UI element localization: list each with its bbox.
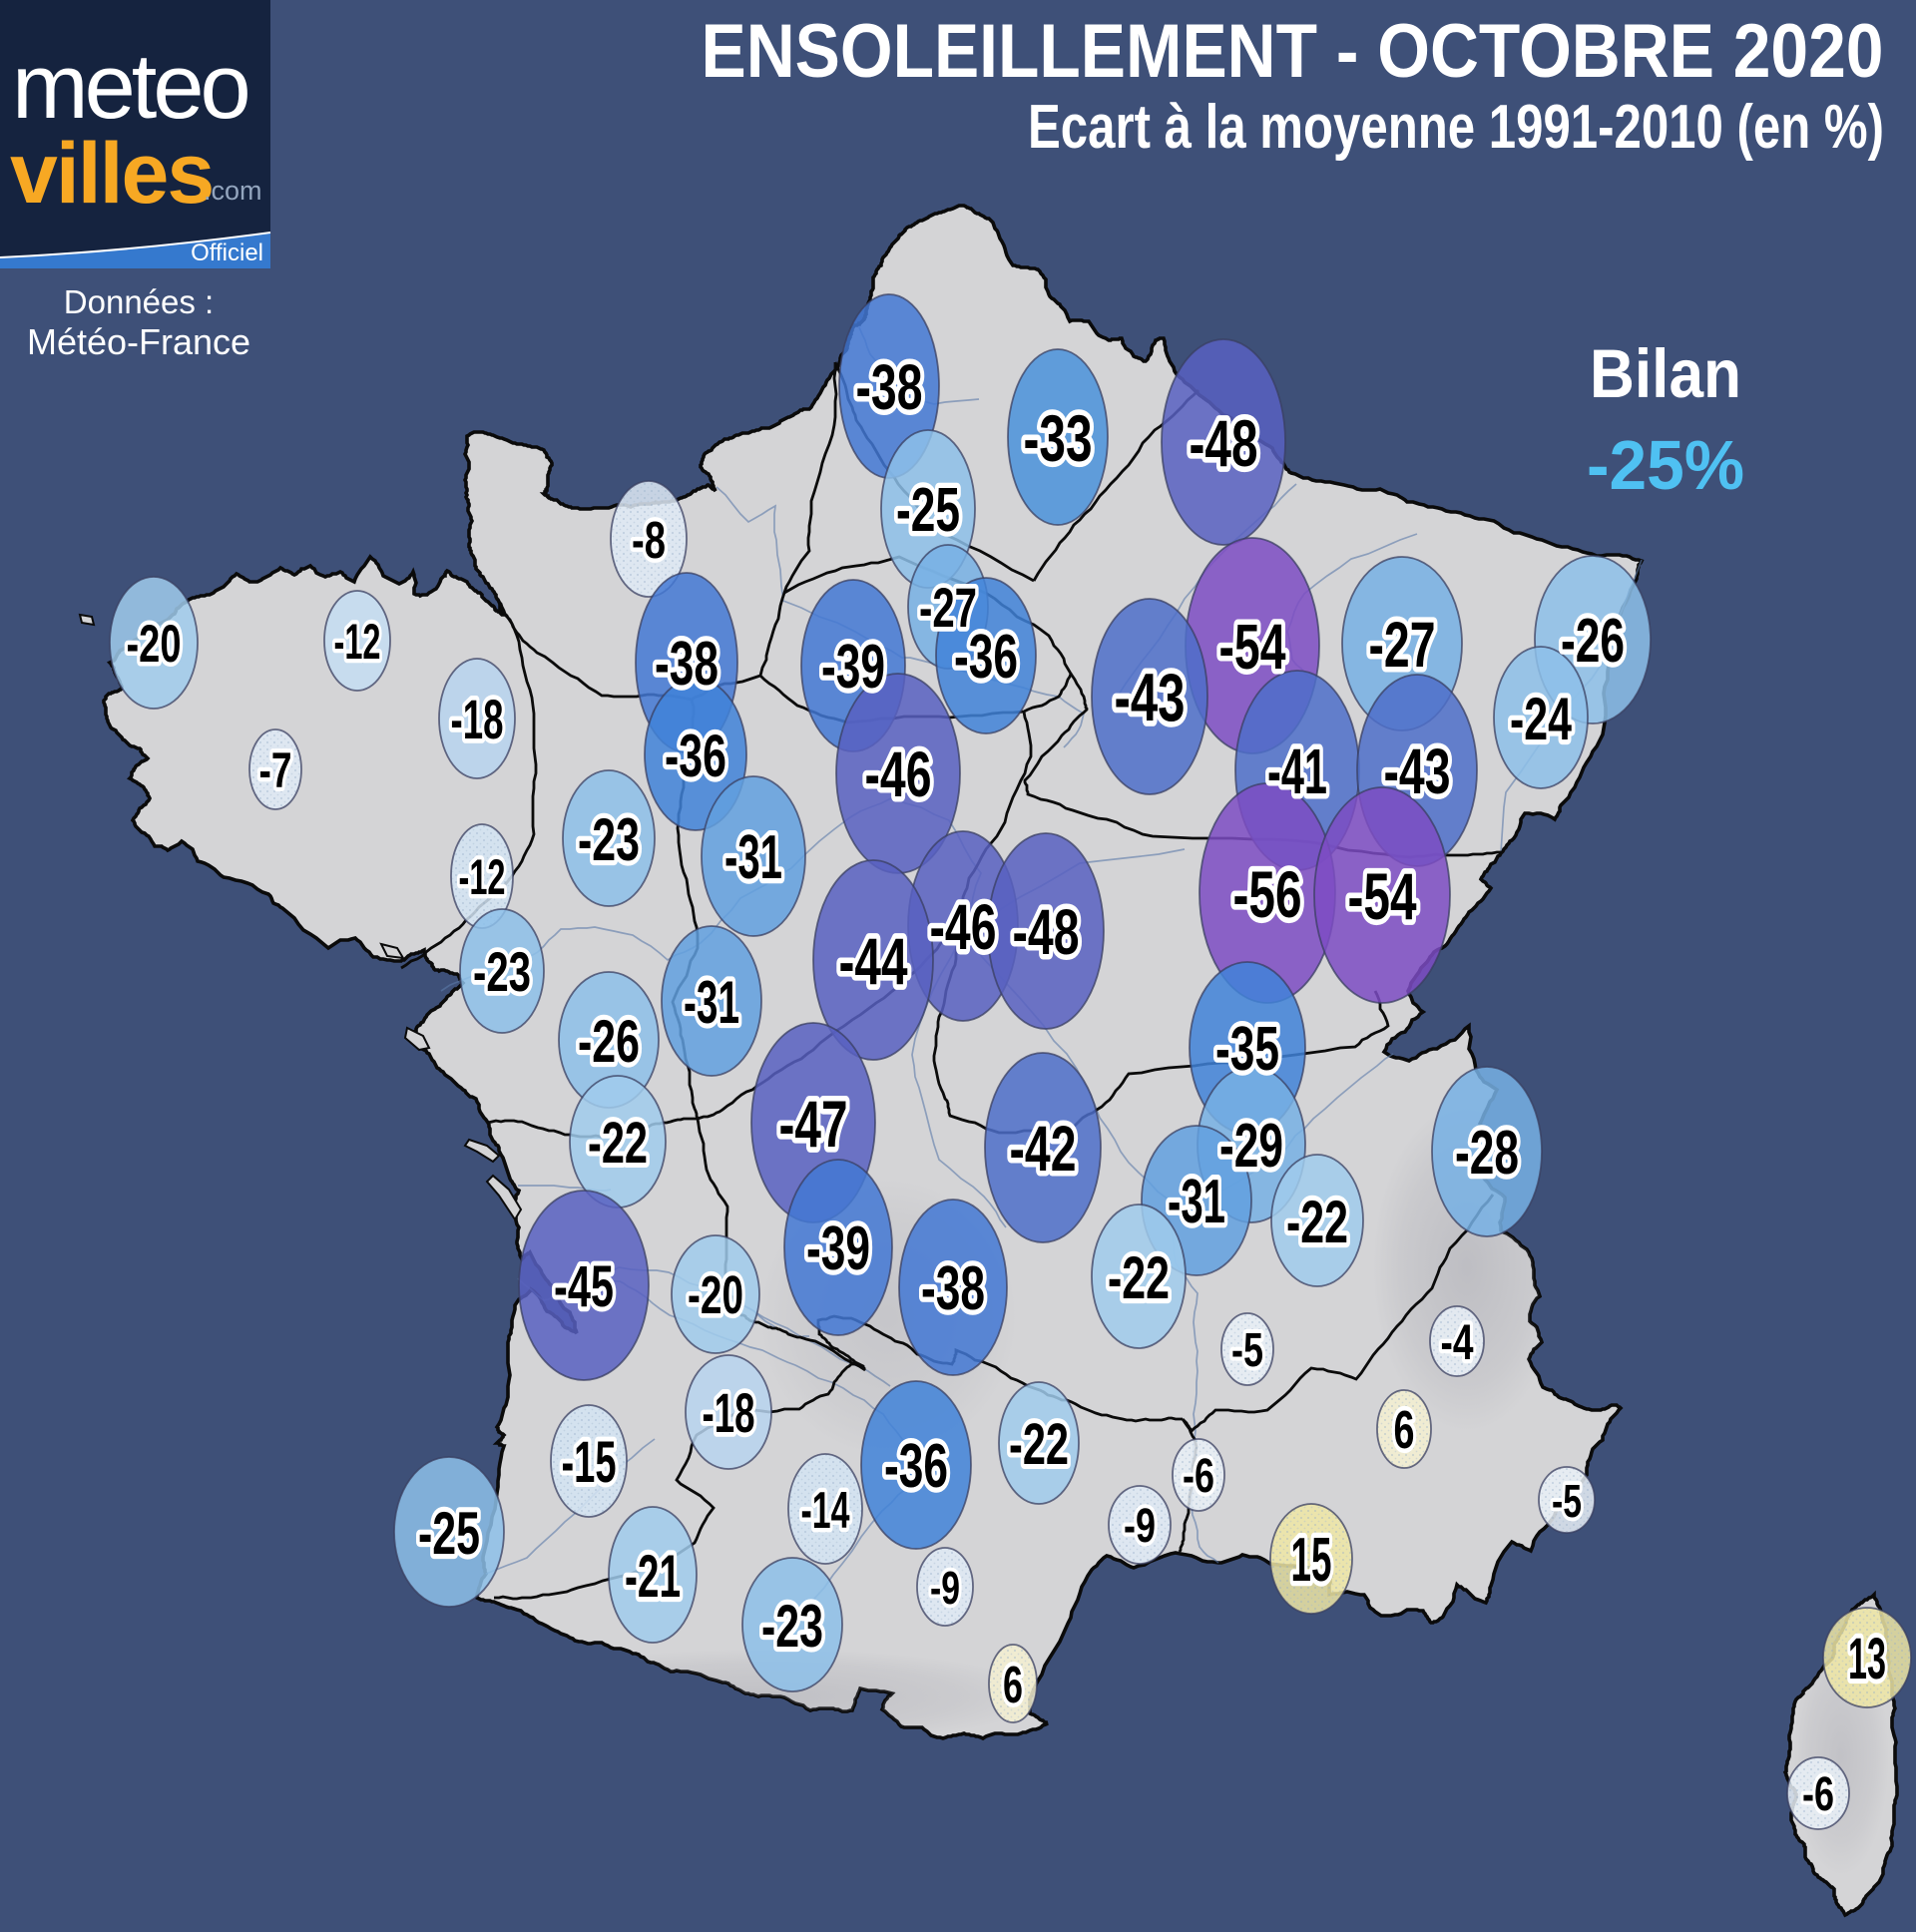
svg-text:-25: -25	[896, 476, 960, 545]
svg-text:-7: -7	[259, 742, 292, 798]
svg-text:-48: -48	[1190, 406, 1258, 480]
svg-text:ENSOLEILLEMENT - OCTOBRE 2020: ENSOLEILLEMENT - OCTOBRE 2020	[702, 9, 1884, 94]
svg-text:-43: -43	[1115, 660, 1186, 735]
svg-text:-38: -38	[921, 1254, 985, 1323]
svg-text:-15: -15	[562, 1430, 617, 1495]
svg-text:meteo: meteo	[12, 36, 248, 138]
svg-text:-42: -42	[1010, 1113, 1077, 1185]
svg-text:-26: -26	[578, 1008, 640, 1075]
svg-text:-39: -39	[821, 633, 885, 702]
svg-text:-20: -20	[688, 1265, 743, 1325]
svg-text:-36: -36	[884, 1432, 948, 1501]
svg-text:-12: -12	[459, 849, 506, 905]
svg-text:-35: -35	[1215, 1015, 1279, 1084]
svg-text:-18: -18	[703, 1381, 755, 1444]
svg-text:-9: -9	[930, 1562, 960, 1614]
svg-text:-36: -36	[954, 623, 1018, 692]
svg-text:-41: -41	[1267, 735, 1327, 807]
svg-text:-5: -5	[1552, 1475, 1582, 1527]
svg-text:-48: -48	[1013, 896, 1080, 968]
svg-text:-6: -6	[1802, 1768, 1834, 1821]
svg-text:-23: -23	[761, 1593, 823, 1660]
svg-text:-56: -56	[1233, 857, 1302, 931]
svg-text:-46: -46	[865, 738, 932, 810]
svg-text:Données :: Données :	[64, 283, 214, 320]
svg-text:Officiel: Officiel	[191, 240, 263, 266]
svg-text:-54: -54	[1219, 611, 1286, 683]
svg-text:-36: -36	[665, 723, 726, 789]
svg-text:-31: -31	[684, 969, 739, 1036]
svg-text:-23: -23	[473, 940, 531, 1003]
svg-text:-18: -18	[451, 688, 504, 750]
svg-text:-38: -38	[655, 630, 718, 699]
svg-text:-46: -46	[930, 891, 997, 963]
svg-text:13: 13	[1848, 1627, 1886, 1691]
svg-text:-4: -4	[1441, 1314, 1474, 1370]
svg-text:-45: -45	[554, 1254, 614, 1319]
svg-text:-25%: -25%	[1587, 426, 1744, 504]
svg-text:-14: -14	[801, 1482, 850, 1540]
svg-text:-47: -47	[779, 1087, 848, 1161]
svg-text:-21: -21	[625, 1543, 681, 1610]
svg-text:-22: -22	[1286, 1189, 1348, 1255]
svg-text:-20: -20	[127, 615, 182, 674]
svg-text:-31: -31	[1168, 1168, 1225, 1236]
svg-text:-26: -26	[1561, 607, 1625, 676]
svg-text:Ecart à la moyenne 1991-2010 (: Ecart à la moyenne 1991-2010 (en %)	[1028, 93, 1884, 162]
svg-text:-54: -54	[1348, 859, 1417, 933]
svg-text:-31: -31	[724, 823, 782, 892]
svg-text:6: 6	[1003, 1657, 1023, 1714]
svg-text:-25: -25	[418, 1500, 480, 1567]
svg-text:-8: -8	[632, 512, 666, 570]
svg-text:-38: -38	[856, 351, 923, 423]
svg-text:-9: -9	[1124, 1500, 1156, 1553]
svg-text:-22: -22	[588, 1111, 648, 1176]
svg-text:15: 15	[1291, 1526, 1332, 1595]
svg-text:-43: -43	[1384, 735, 1451, 807]
svg-text:-12: -12	[334, 614, 381, 670]
svg-text:-22: -22	[1108, 1244, 1170, 1311]
svg-text:Bilan: Bilan	[1590, 335, 1741, 412]
svg-text:-27: -27	[1369, 609, 1436, 681]
svg-text:Météo-France: Météo-France	[27, 321, 250, 362]
svg-text:-22: -22	[1009, 1412, 1069, 1477]
svg-text:-33: -33	[1024, 401, 1093, 475]
svg-text:villes: villes	[10, 126, 213, 222]
svg-text:.com: .com	[204, 176, 262, 206]
svg-text:-39: -39	[806, 1214, 870, 1283]
svg-text:6: 6	[1394, 1400, 1415, 1460]
svg-text:-27: -27	[919, 576, 977, 639]
svg-text:-29: -29	[1219, 1112, 1283, 1181]
svg-text:-5: -5	[1231, 1324, 1263, 1377]
svg-text:-24: -24	[1510, 686, 1572, 752]
svg-text:-28: -28	[1455, 1119, 1519, 1188]
svg-text:-23: -23	[578, 806, 640, 873]
svg-text:-6: -6	[1183, 1450, 1214, 1503]
svg-text:-44: -44	[839, 924, 908, 998]
